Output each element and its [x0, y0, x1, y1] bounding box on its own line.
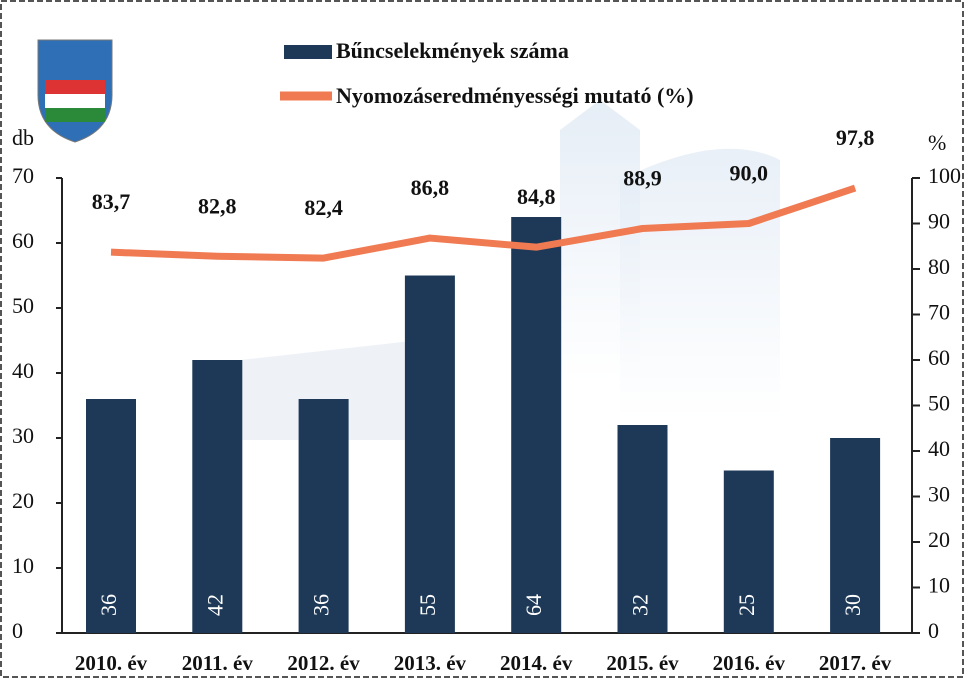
y2-tick-label: 100 — [928, 163, 961, 188]
y-tick-label: 30 — [12, 423, 34, 448]
y2-tick-label: 10 — [928, 573, 950, 598]
line-value-label: 82,4 — [304, 195, 343, 220]
background-building — [240, 340, 420, 440]
bar-value-label: 64 — [521, 594, 546, 616]
line — [110, 184, 857, 262]
x-tick-label: 2014. év — [500, 651, 573, 675]
bar — [617, 425, 668, 633]
x-tick-label: 2017. év — [819, 651, 892, 675]
background-building — [620, 148, 780, 420]
line-value-label: 88,9 — [623, 166, 662, 191]
bar — [511, 217, 562, 633]
line-value-label: 83,7 — [92, 189, 131, 214]
line-value-label: 90,0 — [730, 161, 769, 186]
y2-tick-label: 70 — [928, 300, 950, 325]
bar — [723, 470, 774, 633]
line-value-label: 84,8 — [517, 184, 556, 209]
x-tick-label: 2015. év — [606, 651, 679, 675]
y2-tick-label: 60 — [928, 345, 950, 370]
legend-label: Nyomozáseredményességi mutató (%) — [336, 83, 694, 108]
y2-axis-label: % — [928, 130, 946, 155]
bar-value-label: 36 — [309, 594, 334, 616]
y2-tick-label: 90 — [928, 209, 950, 234]
bar — [830, 438, 881, 633]
bar — [298, 399, 349, 633]
legend-label: Bűncselekmények száma — [336, 38, 569, 63]
x-tick-label: 2012. év — [287, 651, 360, 675]
bar-value-label: 30 — [840, 594, 865, 616]
logo — [37, 39, 113, 143]
line-value-label: 86,8 — [411, 175, 450, 200]
y2-tick-label: 50 — [928, 391, 950, 416]
y-tick-label: 0 — [12, 618, 23, 643]
y-tick-label: 50 — [12, 293, 34, 318]
y-tick-label: 10 — [12, 553, 34, 578]
y2-tick-label: 30 — [928, 482, 950, 507]
bar-value-label: 55 — [415, 594, 440, 616]
bar-value-label: 32 — [628, 594, 653, 616]
y-tick-label: 70 — [12, 163, 34, 188]
bar-value-label: 36 — [96, 594, 121, 616]
bar — [86, 399, 136, 633]
legend-swatch — [284, 45, 332, 59]
bar — [404, 275, 455, 633]
y2-tick-label: 40 — [928, 436, 950, 461]
y2-tick-label: 0 — [928, 618, 939, 643]
y-tick-label: 60 — [12, 228, 34, 253]
bar-value-label: 25 — [734, 594, 759, 616]
bar — [192, 360, 243, 633]
x-tick-label: 2016. év — [713, 651, 786, 675]
bar-value-label: 42 — [202, 594, 227, 616]
y2-tick-label: 20 — [928, 527, 950, 552]
y-tick-label: 40 — [12, 358, 34, 383]
line-value-label: 82,8 — [198, 193, 237, 218]
x-tick-label: 2011. év — [182, 651, 254, 675]
line-value-label: 97,8 — [836, 125, 875, 150]
y2-tick-label: 80 — [928, 254, 950, 279]
x-tick-label: 2010. év — [75, 651, 148, 675]
legend: Bűncselekmények száma Nyomozáseredményes… — [280, 38, 694, 108]
y-axis-label: db — [12, 125, 34, 150]
x-tick-label: 2013. év — [394, 651, 467, 675]
y-tick-label: 20 — [12, 488, 34, 513]
